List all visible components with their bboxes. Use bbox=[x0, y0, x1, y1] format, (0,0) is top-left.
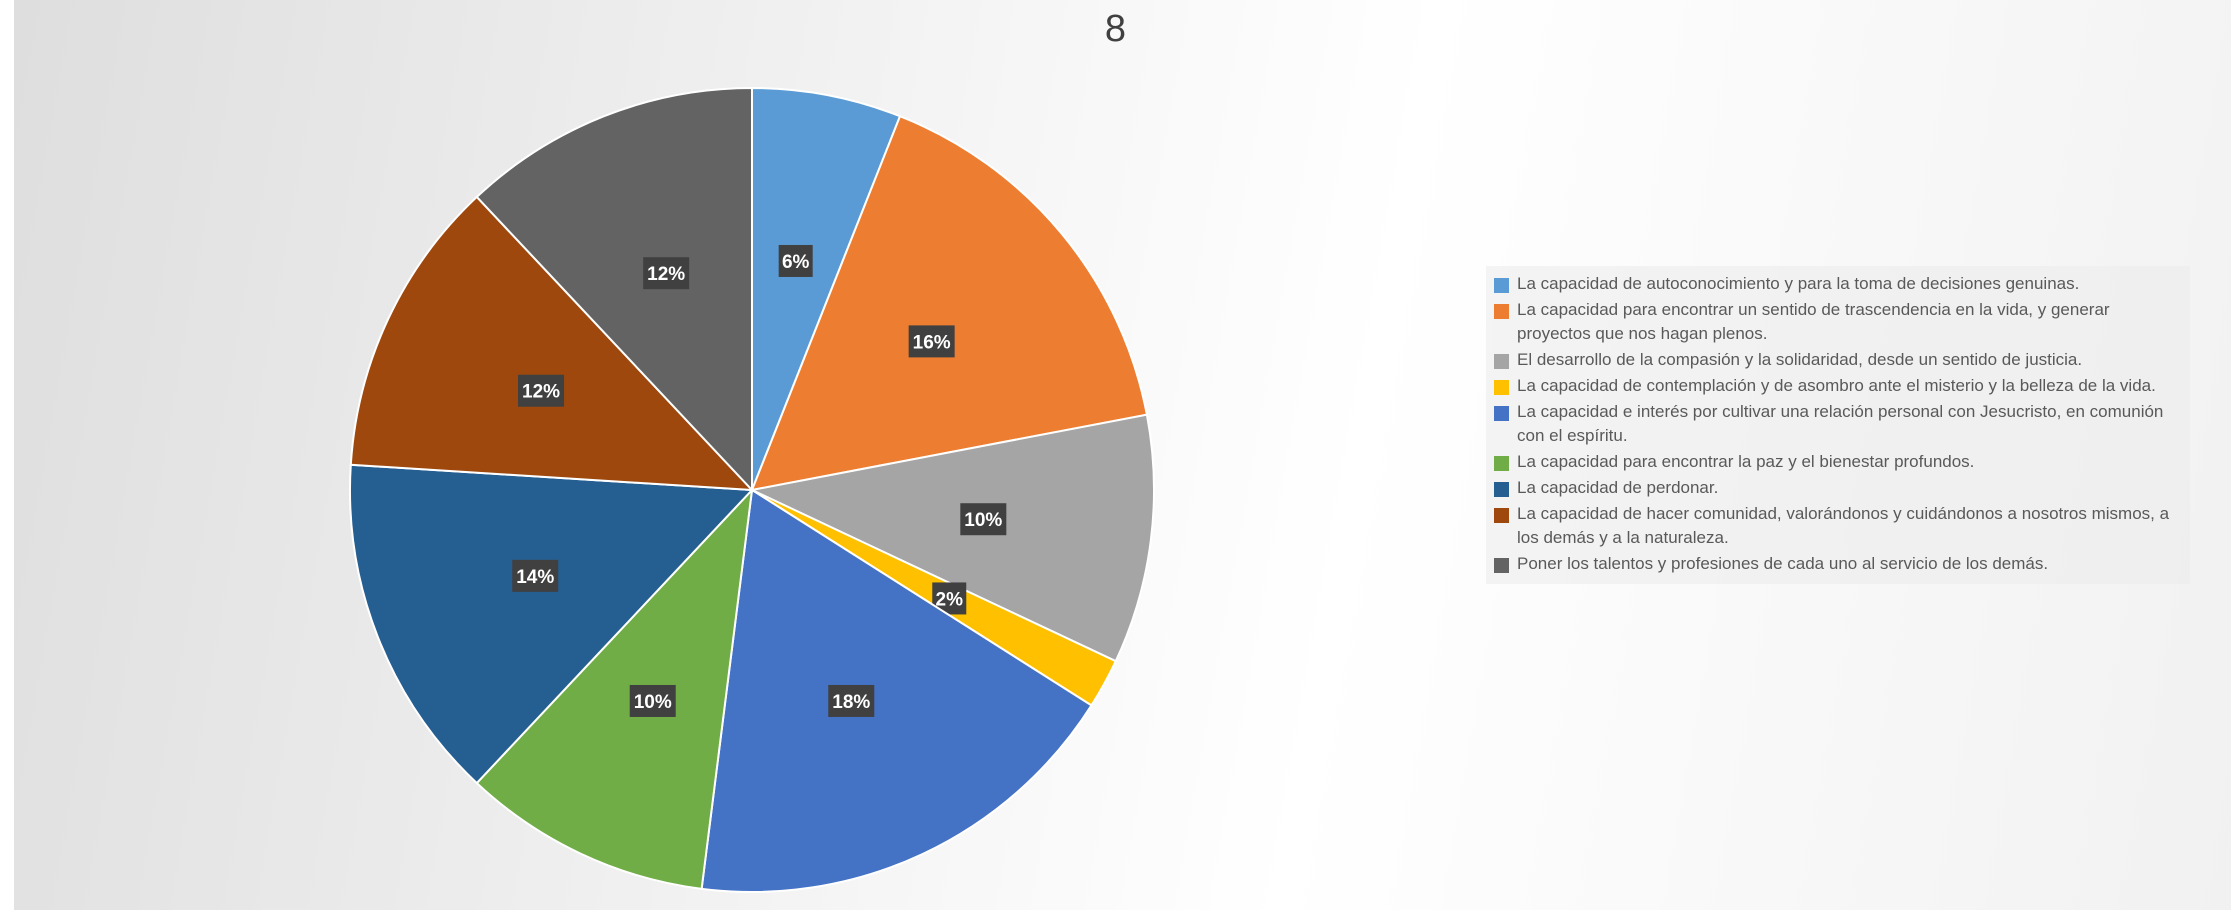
legend-swatch bbox=[1494, 354, 1509, 369]
legend-item: La capacidad para encontrar un sentido d… bbox=[1494, 298, 2184, 346]
slice-data-label: 10% bbox=[629, 684, 676, 717]
pie-slice bbox=[748, 413, 1155, 663]
pie-slice bbox=[475, 86, 753, 493]
legend-label: La capacidad de autoconocimiento y para … bbox=[1517, 274, 2080, 293]
slice-data-label: 18% bbox=[828, 684, 875, 717]
legend-swatch bbox=[1494, 456, 1509, 471]
pie-slice bbox=[750, 114, 1149, 492]
svg-text:12%: 12% bbox=[522, 382, 560, 403]
legend-swatch bbox=[1494, 278, 1509, 293]
slice-data-label: 6% bbox=[778, 244, 813, 277]
legend-label: Poner los talentos y profesiones de cada… bbox=[1517, 554, 2049, 573]
slice-data-label: 10% bbox=[960, 503, 1007, 536]
legend-label: La capacidad para encontrar un sentido d… bbox=[1517, 300, 2110, 343]
pie-slice bbox=[349, 195, 755, 492]
svg-text:6%: 6% bbox=[782, 252, 810, 273]
legend-swatch bbox=[1494, 406, 1509, 421]
legend-swatch bbox=[1494, 482, 1509, 497]
slice-data-label: 16% bbox=[908, 325, 955, 358]
legend-swatch bbox=[1494, 558, 1509, 573]
svg-text:18%: 18% bbox=[832, 692, 870, 713]
slice-data-label: 12% bbox=[643, 257, 690, 290]
legend-swatch bbox=[1494, 508, 1509, 523]
slice-data-label: 14% bbox=[512, 559, 559, 592]
pie-slice bbox=[700, 488, 1093, 893]
legend-label: La capacidad de hacer comunidad, valorán… bbox=[1517, 504, 2170, 547]
legend-item: Poner los talentos y profesiones de cada… bbox=[1494, 552, 2184, 576]
legend-label: La capacidad de contemplación y de asomb… bbox=[1517, 376, 2156, 395]
svg-text:14%: 14% bbox=[516, 567, 554, 588]
pie-slice bbox=[751, 86, 902, 491]
pie-slice bbox=[349, 463, 755, 785]
legend-label: La capacidad e interés por cultivar una … bbox=[1517, 402, 2164, 445]
legend-swatch bbox=[1494, 304, 1509, 319]
legend-item: La capacidad e interés por cultivar una … bbox=[1494, 400, 2184, 448]
legend-label: La capacidad de perdonar. bbox=[1517, 478, 1719, 497]
legend-label: El desarrollo de la compasión y la solid… bbox=[1517, 350, 2083, 369]
slice-data-label: 12% bbox=[518, 374, 565, 407]
svg-text:10%: 10% bbox=[964, 510, 1002, 531]
legend-item: La capacidad de contemplación y de asomb… bbox=[1494, 374, 2184, 398]
legend: La capacidad de autoconocimiento y para … bbox=[1486, 266, 2190, 584]
legend-label: La capacidad para encontrar la paz y el … bbox=[1517, 452, 1975, 471]
legend-swatch bbox=[1494, 380, 1509, 395]
svg-text:2%: 2% bbox=[936, 589, 964, 610]
svg-text:16%: 16% bbox=[913, 332, 951, 353]
legend-item: El desarrollo de la compasión y la solid… bbox=[1494, 348, 2184, 372]
chart-title: 8 bbox=[1104, 8, 1127, 50]
pie-slice bbox=[475, 487, 754, 890]
svg-text:10%: 10% bbox=[634, 692, 672, 713]
legend-item: La capacidad de hacer comunidad, valorán… bbox=[1494, 502, 2184, 550]
legend-item: La capacidad de autoconocimiento y para … bbox=[1494, 272, 2184, 296]
svg-text:12%: 12% bbox=[647, 264, 685, 285]
legend-item: La capacidad de perdonar. bbox=[1494, 476, 2184, 500]
legend-item: La capacidad para encontrar la paz y el … bbox=[1494, 450, 2184, 474]
